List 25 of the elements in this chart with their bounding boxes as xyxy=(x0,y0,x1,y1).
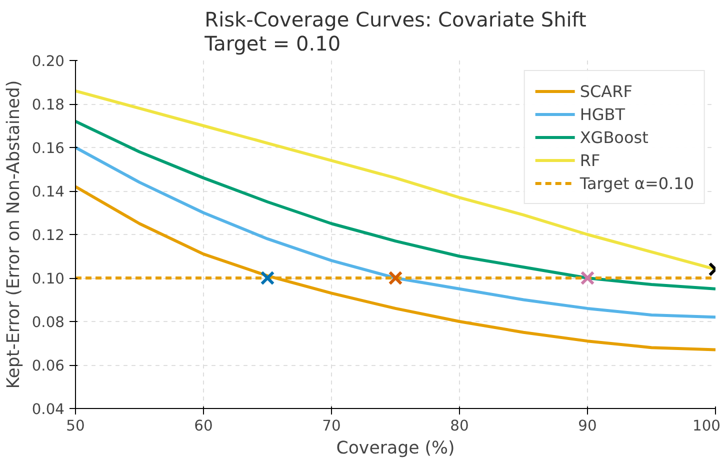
line-series xyxy=(76,146,716,319)
x-axis-title: Coverage (%) xyxy=(336,438,455,458)
x-tick-label: 60 xyxy=(194,418,213,434)
chart-title: Risk-Coverage Curves: Covariate Shift Target = 0.10 xyxy=(204,8,586,56)
y-tick-label: 0.04 xyxy=(32,401,65,418)
y-tick-label: 0.16 xyxy=(32,140,65,157)
x-tick-label: 80 xyxy=(450,418,469,434)
legend-label: XGBoost xyxy=(580,128,648,146)
legend-label: HGBT xyxy=(580,104,626,124)
y-tick-label: 0.18 xyxy=(32,96,65,114)
x-tick-label: 90 xyxy=(578,418,597,434)
line-series xyxy=(76,120,716,290)
x-tick-label: 100 xyxy=(692,418,720,434)
y-tick-label: 0.10 xyxy=(32,270,65,288)
y-axis-title: Kept-Error (Error on Non-Abstained) xyxy=(4,80,24,389)
legend-label: Target α=0.10 xyxy=(580,174,694,192)
x-tick-label: 70 xyxy=(322,418,341,434)
legend-label: SCARF xyxy=(580,82,632,100)
y-tick-label: 0.06 xyxy=(32,358,65,374)
x-tick-label: 50 xyxy=(66,418,85,434)
y-tick-label: 0.08 xyxy=(32,314,65,331)
y-tick-label: 0.20 xyxy=(32,53,65,70)
y-tick-label: 0.14 xyxy=(32,184,65,200)
y-tick-label: 0.12 xyxy=(32,227,65,244)
legend-label: RF xyxy=(580,150,600,170)
